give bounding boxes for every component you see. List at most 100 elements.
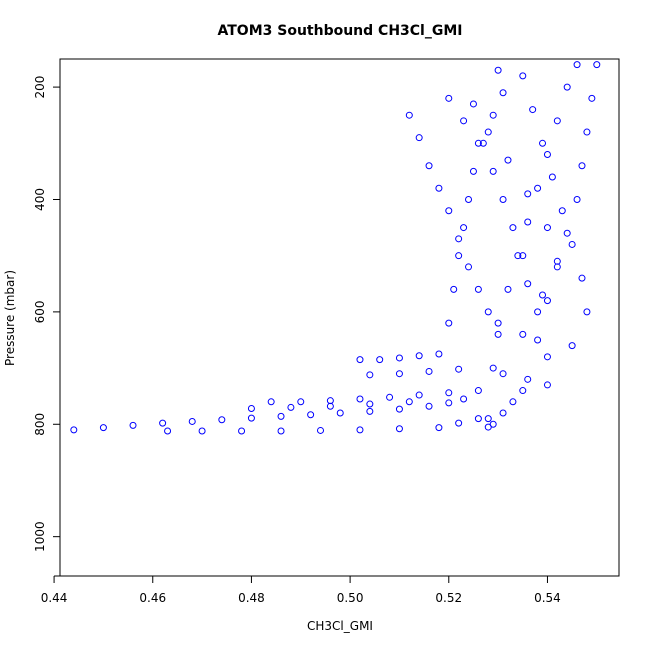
data-point: [247, 414, 255, 422]
data-point: [395, 370, 403, 378]
data-point: [494, 330, 502, 338]
data-point: [524, 218, 532, 226]
data-point: [277, 427, 285, 435]
data-point: [465, 195, 473, 203]
data-point: [593, 61, 601, 69]
data-point: [188, 417, 196, 425]
data-point: [425, 402, 433, 410]
data-point: [499, 195, 507, 203]
data-point: [445, 94, 453, 102]
data-point: [519, 252, 527, 260]
data-point: [563, 229, 571, 237]
data-point: [287, 403, 295, 411]
data-point: [469, 100, 477, 108]
data-point: [455, 419, 463, 427]
y-tick-label: 400: [33, 188, 47, 211]
data-point: [356, 395, 364, 403]
x-axis-label: CH3Cl_GMI: [307, 619, 373, 633]
data-point: [415, 134, 423, 142]
data-point: [553, 117, 561, 125]
data-point: [489, 167, 497, 175]
x-tick-label: 0.44: [41, 591, 68, 605]
data-point: [563, 83, 571, 91]
data-point: [494, 319, 502, 327]
data-point: [460, 224, 468, 232]
data-point: [405, 398, 413, 406]
data-point: [504, 285, 512, 293]
data-point: [450, 285, 458, 293]
data-point: [519, 330, 527, 338]
data-point: [583, 308, 591, 316]
y-tick-label: 800: [33, 413, 47, 436]
data-point: [499, 370, 507, 378]
data-point: [524, 190, 532, 198]
data-point: [445, 389, 453, 397]
data-point: [573, 61, 581, 69]
data-point: [519, 387, 527, 395]
data-point: [425, 367, 433, 375]
data-point: [514, 252, 522, 260]
data-point: [524, 280, 532, 288]
y-axis-label: Pressure (mbar): [3, 270, 17, 366]
data-point: [489, 111, 497, 119]
data-point: [573, 195, 581, 203]
y-axis: 200 400 600 800 1000: [33, 76, 61, 552]
data-point: [509, 224, 517, 232]
data-point: [247, 405, 255, 413]
x-tick-label: 0.48: [238, 591, 265, 605]
data-point: [99, 424, 107, 432]
x-tick-label: 0.46: [139, 591, 166, 605]
data-point: [455, 365, 463, 373]
data-point: [366, 371, 374, 379]
data-point: [238, 427, 246, 435]
data-point: [553, 257, 561, 265]
data-point: [395, 354, 403, 362]
plot-frame: [59, 58, 620, 577]
data-point: [70, 426, 78, 434]
data-point: [164, 427, 172, 435]
data-point: [326, 397, 334, 405]
data-point: [395, 425, 403, 433]
data-point: [543, 381, 551, 389]
data-point: [317, 426, 325, 434]
data-point: [494, 66, 502, 74]
data-point: [435, 350, 443, 358]
x-tick-label: 0.52: [435, 591, 462, 605]
data-point: [405, 111, 413, 119]
data-point: [504, 156, 512, 164]
data-point: [159, 419, 167, 427]
data-point: [465, 263, 473, 271]
data-point: [543, 224, 551, 232]
data-point: [336, 409, 344, 417]
data-point: [534, 308, 542, 316]
data-point: [445, 399, 453, 407]
data-point: [435, 184, 443, 192]
data-point: [484, 308, 492, 316]
data-point: [539, 139, 547, 147]
data-point: [366, 407, 374, 415]
data-point: [474, 415, 482, 423]
data-point: [499, 409, 507, 417]
data-point: [267, 398, 275, 406]
data-point: [415, 391, 423, 399]
data-point: [218, 416, 226, 424]
data-point: [474, 139, 482, 147]
data-point: [445, 207, 453, 215]
data-point: [435, 424, 443, 432]
y-tick-label: 600: [33, 300, 47, 323]
data-point: [588, 94, 596, 102]
data-point: [455, 235, 463, 243]
data-point: [568, 240, 576, 248]
data-point: [558, 207, 566, 215]
data-point: [548, 173, 556, 181]
data-point: [499, 89, 507, 97]
data-point: [568, 342, 576, 350]
data-point: [484, 415, 492, 423]
data-point: [460, 395, 468, 403]
data-point: [297, 398, 305, 406]
data-point: [543, 151, 551, 159]
data-point: [366, 400, 374, 408]
data-point: [469, 167, 477, 175]
